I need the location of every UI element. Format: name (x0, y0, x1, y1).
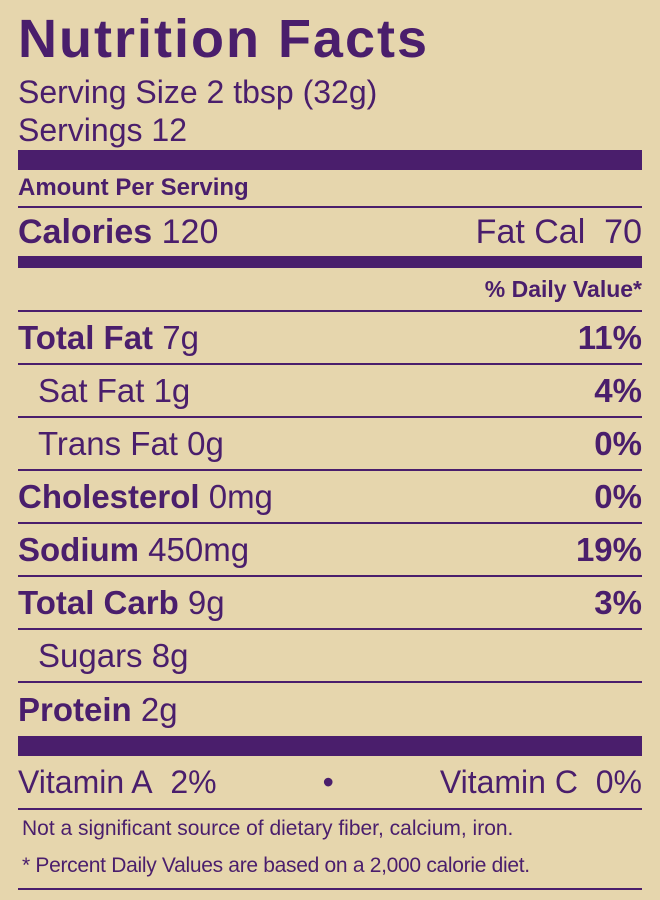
nutrient: Sodium 450mg (18, 531, 249, 569)
serving-size: Serving Size 2 tbsp (32g) (18, 73, 378, 110)
fat-cal-value: 70 (604, 212, 642, 251)
daily-value: 4% (594, 371, 642, 409)
nutrient-name: Total Fat (18, 318, 154, 356)
nutrient-name: Trans Fat (38, 424, 178, 462)
nutrient: Cholesterol 0mg (18, 478, 273, 516)
vitamin-c: Vitamin C 0% (440, 764, 642, 801)
nutrient-amount: 9g (187, 583, 225, 621)
nutrient-row: Cholesterol 0mg 0% (18, 471, 642, 524)
nutrient-name: Protein (18, 690, 132, 728)
nutrient-name: Sat Fat (38, 371, 145, 409)
nutrient-amount: 0g (187, 424, 224, 462)
nutrient-amount: 2g (140, 690, 178, 728)
thick-rule (18, 736, 642, 756)
nutrient-name: Cholesterol (18, 477, 200, 515)
nutrient-row: Trans Fat 0g 0% (18, 418, 642, 471)
nutrient-row: Sat Fat 1g 4% (18, 365, 642, 418)
title: Nutrition Facts (18, 9, 430, 69)
fat-cal-label: Fat Cal (475, 212, 586, 251)
footnote: * Percent Daily Values are based on a 2,… (22, 853, 530, 877)
nutrient: Sat Fat 1g (38, 372, 190, 410)
nutrient-name: Sugars (38, 636, 143, 674)
nutrient-amount: 8g (151, 636, 189, 674)
separator: • (322, 763, 334, 800)
nutrient-list: Total Fat 7g 11% Sat Fat 1g 4% Trans Fat 0g 0… (18, 312, 642, 736)
vitamins-row: Vitamin A 2% • Vitamin C 0% (18, 756, 642, 810)
vitamin-c-label: Vitamin C (439, 763, 578, 800)
vitamin-c-value: 0% (595, 763, 642, 800)
nutrient-row: Sugars 8g (18, 630, 642, 683)
calories-value: 120 (161, 212, 219, 251)
nutrient-row: Total Carb 9g 3% (18, 577, 642, 630)
vitamin-a-value: 2% (170, 763, 217, 800)
daily-value-header: % Daily Value* (18, 268, 642, 312)
fat-calories: Fat Cal 70 (476, 213, 642, 252)
nutrient-name: Total Carb (18, 583, 179, 621)
servings: Servings 12 (18, 111, 187, 148)
nutrient: Sugars 8g (38, 637, 188, 675)
nutrient-amount: 0mg (208, 477, 273, 515)
nutrient: Protein 2g (18, 691, 178, 729)
daily-value: 0% (594, 477, 642, 515)
daily-value: 0% (594, 424, 642, 462)
daily-value: 19% (575, 530, 642, 568)
nutrient-amount: 1g (153, 371, 191, 409)
nutrient-row: Sodium 450mg 19% (18, 524, 642, 577)
nutrition-label: Nutrition Facts Serving Size 2 tbsp (32g… (18, 4, 642, 890)
amount-per-serving: Amount Per Serving (18, 170, 642, 208)
nutrient-amount: 450mg (148, 530, 250, 568)
calories: Calories 120 (18, 213, 218, 252)
footnote: Not a significant source of dietary fibe… (22, 816, 514, 840)
nutrient: Trans Fat 0g (38, 425, 224, 463)
vitamin-a: Vitamin A 2% (18, 764, 217, 801)
nutrient: Total Carb 9g (18, 584, 225, 622)
nutrient-row: Total Fat 7g 11% (18, 312, 642, 365)
nutrient-row: Protein 2g (18, 683, 642, 736)
medium-rule (18, 256, 642, 268)
daily-value: 3% (594, 583, 642, 621)
nutrient: Total Fat 7g (18, 319, 199, 357)
nutrient-name: Sodium (18, 530, 139, 568)
calories-label: Calories (18, 212, 153, 251)
daily-value: 11% (577, 318, 642, 356)
thick-rule (18, 150, 642, 170)
nutrient-amount: 7g (162, 318, 199, 356)
vitamin-a-label: Vitamin A (18, 763, 153, 800)
calories-row: Calories 120 Fat Cal 70 (18, 208, 642, 256)
